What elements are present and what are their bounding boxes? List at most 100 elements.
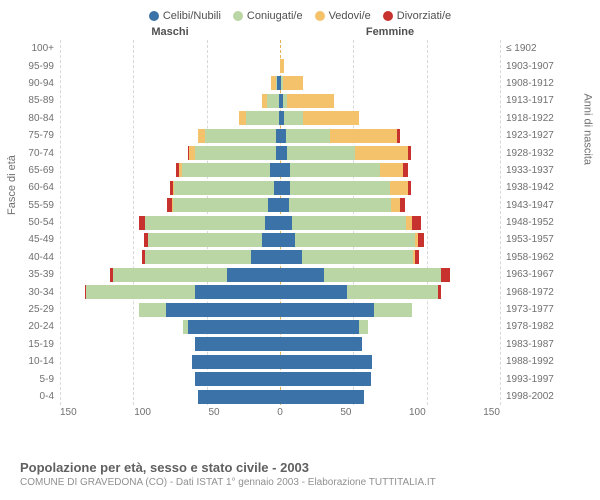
segment bbox=[280, 216, 292, 230]
bar-male bbox=[60, 337, 280, 351]
birth-label: 1918-1922 bbox=[500, 113, 580, 124]
footer: Popolazione per età, sesso e stato civil… bbox=[20, 460, 436, 488]
segment bbox=[438, 285, 441, 299]
bar-female bbox=[280, 94, 500, 108]
segment bbox=[280, 181, 290, 195]
legend: Celibi/NubiliConiugati/eVedovi/eDivorzia… bbox=[0, 0, 600, 22]
segment bbox=[280, 285, 347, 299]
legend-label: Divorziati/e bbox=[397, 10, 451, 22]
pyramid-rows: 100+ ≤ 1902 95-991903-1907 90-94 1908-1912 85… bbox=[0, 40, 600, 405]
bar-female bbox=[280, 146, 500, 160]
segment bbox=[270, 163, 280, 177]
segment bbox=[188, 320, 280, 334]
x-tick: 150 bbox=[483, 407, 500, 418]
segment bbox=[262, 233, 280, 247]
segment bbox=[415, 250, 419, 264]
segment bbox=[173, 198, 268, 212]
pyramid-row: 30-341968-1972 bbox=[0, 283, 600, 300]
segment bbox=[145, 250, 251, 264]
segment bbox=[239, 111, 246, 125]
age-label: 45-49 bbox=[0, 234, 60, 245]
age-label: 100+ bbox=[0, 43, 60, 54]
pyramid-row: 50-541948-1952 bbox=[0, 214, 600, 231]
x-tick: 150 bbox=[60, 407, 77, 418]
segment bbox=[280, 250, 302, 264]
segment bbox=[283, 76, 304, 90]
segment bbox=[397, 129, 400, 143]
bar-female bbox=[280, 76, 500, 90]
segment bbox=[139, 303, 165, 317]
segment bbox=[145, 216, 265, 230]
segment bbox=[268, 198, 280, 212]
chart-title: Popolazione per età, sesso e stato civil… bbox=[20, 460, 436, 475]
segment bbox=[303, 111, 359, 125]
bar-female bbox=[280, 390, 500, 404]
pyramid-row: 15-191983-1987 bbox=[0, 336, 600, 353]
segment bbox=[182, 163, 270, 177]
birth-label: 1933-1937 bbox=[500, 165, 580, 176]
pyramid-row: 10-141988-1992 bbox=[0, 353, 600, 370]
segment bbox=[359, 320, 368, 334]
segment bbox=[195, 285, 280, 299]
segment bbox=[280, 390, 364, 404]
segment bbox=[280, 320, 359, 334]
segment bbox=[198, 129, 205, 143]
segment bbox=[286, 129, 330, 143]
segment bbox=[205, 129, 275, 143]
segment bbox=[441, 268, 450, 282]
segment bbox=[284, 111, 303, 125]
bar-male bbox=[60, 94, 280, 108]
segment bbox=[192, 355, 280, 369]
bar-female bbox=[280, 129, 500, 143]
segment bbox=[287, 146, 354, 160]
bar-male bbox=[60, 390, 280, 404]
legend-item: Divorziati/e bbox=[383, 10, 451, 22]
x-tick: 0 bbox=[277, 407, 283, 418]
bar-male bbox=[60, 233, 280, 247]
birth-label: 1998-2002 bbox=[500, 391, 580, 402]
pyramid-row: 85-891913-1917 bbox=[0, 92, 600, 109]
pyramid-row: 5-91993-1997 bbox=[0, 370, 600, 387]
segment bbox=[86, 285, 195, 299]
birth-label: 1943-1947 bbox=[500, 200, 580, 211]
bar-female bbox=[280, 355, 500, 369]
age-label: 50-54 bbox=[0, 217, 60, 228]
age-label: 75-79 bbox=[0, 130, 60, 141]
pyramid-row: 95-991903-1907 bbox=[0, 57, 600, 74]
segment bbox=[280, 198, 289, 212]
age-label: 85-89 bbox=[0, 95, 60, 106]
birth-label: ≤ 1902 bbox=[500, 43, 580, 54]
pyramid-row: 55-591943-1947 bbox=[0, 197, 600, 214]
bar-female bbox=[280, 268, 500, 282]
birth-label: 1993-1997 bbox=[500, 374, 580, 385]
segment bbox=[290, 163, 379, 177]
segment bbox=[400, 198, 404, 212]
segment bbox=[380, 163, 403, 177]
pyramid-row: 60-641938-1942 bbox=[0, 179, 600, 196]
legend-item: Vedovi/e bbox=[315, 10, 371, 22]
bar-female bbox=[280, 303, 500, 317]
header-female: Femmine bbox=[280, 26, 500, 38]
legend-label: Coniugati/e bbox=[247, 10, 303, 22]
pyramid-row: 75-791923-1927 bbox=[0, 127, 600, 144]
birth-label: 1963-1967 bbox=[500, 269, 580, 280]
y-axis-title-left: Fasce di età bbox=[6, 155, 18, 215]
pyramid-row: 70-741928-1932 bbox=[0, 144, 600, 161]
bar-female bbox=[280, 216, 500, 230]
segment bbox=[408, 181, 411, 195]
segment bbox=[280, 163, 290, 177]
pyramid-row: 100+ ≤ 1902 bbox=[0, 40, 600, 57]
segment bbox=[195, 372, 280, 386]
birth-label: 1908-1912 bbox=[500, 78, 580, 89]
bar-female bbox=[280, 250, 500, 264]
pyramid-row: 40-441958-1962 bbox=[0, 249, 600, 266]
age-label: 20-24 bbox=[0, 321, 60, 332]
age-label: 90-94 bbox=[0, 78, 60, 89]
x-tick: 50 bbox=[340, 407, 351, 418]
bar-male bbox=[60, 320, 280, 334]
birth-label: 1968-1972 bbox=[500, 287, 580, 298]
x-axis: 15010050050100150 bbox=[0, 407, 600, 418]
age-label: 10-14 bbox=[0, 356, 60, 367]
bar-male bbox=[60, 303, 280, 317]
legend-swatch bbox=[233, 11, 243, 21]
